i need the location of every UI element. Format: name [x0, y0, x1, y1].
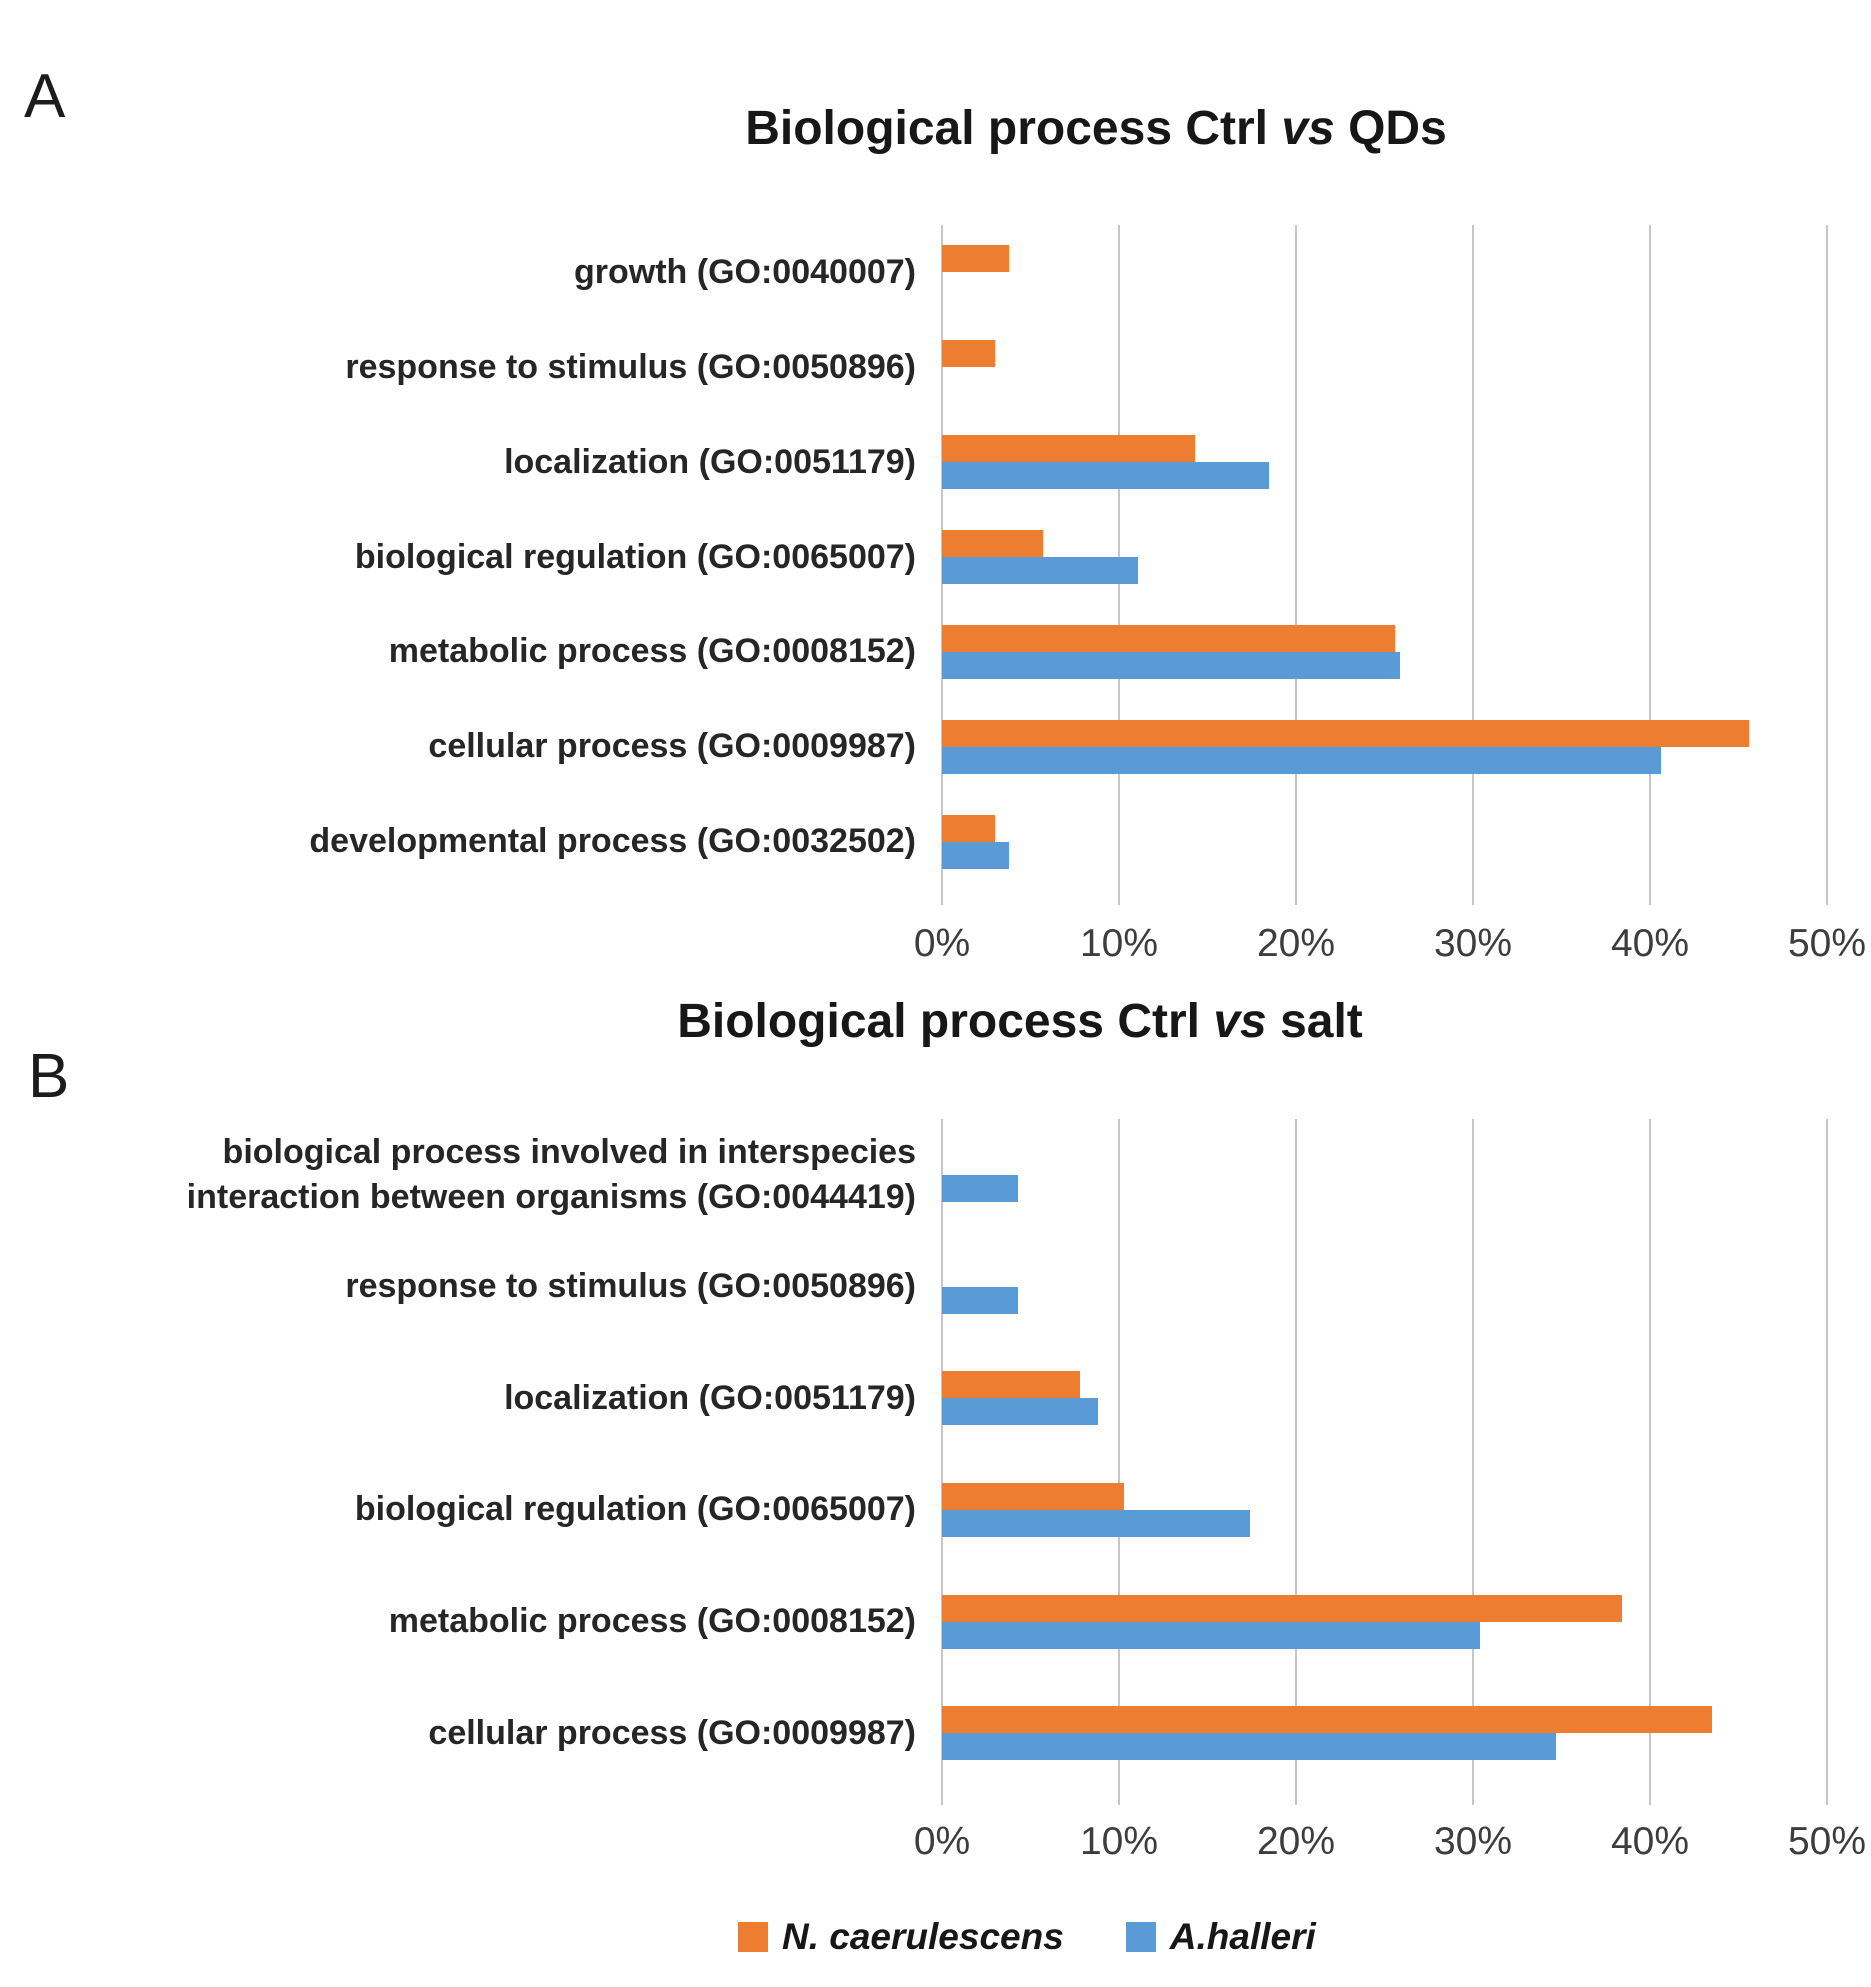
bar-n-caerulescens — [942, 814, 996, 842]
bar-a-halleri — [942, 1286, 1019, 1314]
bar-a-halleri — [942, 1509, 1250, 1537]
x-axis-tick-label: 30% — [1433, 1820, 1513, 1863]
bar-a-halleri — [942, 746, 1661, 774]
panel-b-letter: B — [28, 1042, 70, 1111]
category-label: cellular process (GO:0009987) — [118, 724, 916, 769]
category-label-line: localization (GO:0051179) — [504, 1378, 916, 1417]
bar-a-halleri — [942, 1733, 1557, 1761]
category-label: localization (GO:0051179) — [118, 1376, 916, 1421]
bar-n-caerulescens — [942, 719, 1750, 747]
legend-item-n-caerulescens: N. caerulescens — [738, 1916, 1064, 1958]
chart-title: Biological process Ctrl vs QDs — [646, 102, 1546, 156]
legend: N. caerulescens A.halleri — [738, 1916, 1316, 1958]
category-label-line: biological regulation (GO:0065007) — [354, 1490, 916, 1529]
bar-a-halleri — [942, 1398, 1098, 1426]
bar-n-caerulescens — [942, 340, 996, 368]
category-label-line: metabolic process (GO:0008152) — [388, 1602, 916, 1640]
chart-title-part: Biological process Ctrl — [745, 102, 1282, 155]
n-caerulescens-swatch-icon — [738, 1922, 768, 1952]
panel-a-letter: A — [24, 62, 66, 131]
gridline — [1826, 225, 1828, 905]
bar-a-halleri — [942, 841, 1010, 869]
category-label: localization (GO:0051179) — [118, 440, 916, 485]
gridline — [1295, 1119, 1297, 1805]
gridline — [941, 1119, 943, 1805]
bar-a-halleri — [942, 1174, 1019, 1202]
bar-a-halleri — [942, 651, 1401, 679]
bar-n-caerulescens — [942, 1482, 1125, 1510]
chart-title-part: vs — [1213, 995, 1267, 1048]
category-label-line: biological regulation (GO:0065007) — [354, 537, 916, 576]
category-label: biological regulation (GO:0065007) — [118, 535, 916, 580]
x-axis-tick-label: 50% — [1787, 922, 1867, 965]
category-label-line: growth (GO:0040007) — [574, 252, 916, 291]
plot-area — [941, 225, 1835, 905]
category-label: response to stimulus (GO:0050896) — [118, 345, 916, 390]
x-axis-tick-label: 40% — [1610, 922, 1690, 965]
chart-title: Biological process Ctrl vs salt — [570, 995, 1470, 1049]
category-label: response to stimulus (GO:0050896) — [118, 1264, 916, 1309]
category-label-line: cellular process (GO:0009987) — [428, 727, 916, 766]
legend-item-a-halleri: A.halleri — [1125, 1916, 1316, 1958]
gridline — [1649, 1119, 1651, 1805]
bar-a-halleri — [942, 462, 1270, 490]
x-axis-tick-label: 50% — [1787, 1820, 1867, 1863]
chart-title-part: QDs — [1334, 102, 1447, 155]
category-label: developmental process (GO:0032502) — [118, 819, 916, 864]
category-label-line: developmental process (GO:0032502) — [309, 822, 916, 861]
a-halleri-swatch-icon — [1125, 1922, 1156, 1952]
x-axis-tick-label: 10% — [1079, 1820, 1159, 1863]
category-label-line: interaction between organisms (GO:004441… — [186, 1177, 916, 1216]
x-axis-tick-label: 30% — [1433, 922, 1513, 965]
gridline — [1118, 1119, 1120, 1805]
x-axis-tick-label: 20% — [1256, 1820, 1336, 1863]
chart-title-part: salt — [1266, 995, 1363, 1048]
chart-title-part: vs — [1281, 102, 1335, 155]
x-axis-tick-label: 10% — [1079, 922, 1159, 965]
bar-a-halleri — [942, 1621, 1481, 1649]
bar-n-caerulescens — [942, 245, 1010, 273]
bar-n-caerulescens — [942, 530, 1043, 557]
gridline — [1472, 225, 1474, 905]
bar-n-caerulescens — [942, 624, 1396, 652]
category-label-line: cellular process (GO:0009987) — [428, 1713, 916, 1752]
category-label: metabolic process (GO:0008152) — [118, 629, 916, 674]
bar-a-halleri — [942, 557, 1139, 584]
category-label: metabolic process (GO:0008152) — [118, 1599, 916, 1644]
category-label-line: metabolic process (GO:0008152) — [388, 632, 916, 671]
plot-area — [941, 1119, 1835, 1805]
x-axis-tick-label: 40% — [1610, 1820, 1690, 1863]
category-label: growth (GO:0040007) — [118, 250, 916, 295]
category-label: biological regulation (GO:0065007) — [118, 1487, 916, 1532]
bar-n-caerulescens — [942, 1594, 1622, 1622]
legend-label-a-halleri: A.halleri — [1169, 1916, 1316, 1957]
category-label-line: response to stimulus (GO:0050896) — [345, 347, 916, 386]
bar-n-caerulescens — [942, 1371, 1081, 1399]
category-label: cellular process (GO:0009987) — [118, 1711, 916, 1756]
legend-label-n-caerulescens: N. caerulescens — [782, 1916, 1064, 1957]
x-axis-tick-label: 20% — [1256, 922, 1336, 965]
gridline — [1826, 1119, 1828, 1805]
x-axis-tick-label: 0% — [913, 1820, 971, 1863]
gridline — [1295, 225, 1297, 905]
gridline — [1472, 1119, 1474, 1805]
category-label-line: response to stimulus (GO:0050896) — [345, 1267, 916, 1305]
chart-title-part: Biological process Ctrl — [677, 995, 1214, 1048]
bar-n-caerulescens — [942, 435, 1196, 463]
category-label-line: localization (GO:0051179) — [504, 442, 916, 481]
x-axis-tick-label: 0% — [913, 922, 971, 965]
gridline — [1649, 225, 1651, 905]
category-label-line: biological process involved in interspec… — [222, 1132, 916, 1171]
bar-n-caerulescens — [942, 1706, 1712, 1734]
category-label: biological process involved in interspec… — [118, 1130, 916, 1220]
